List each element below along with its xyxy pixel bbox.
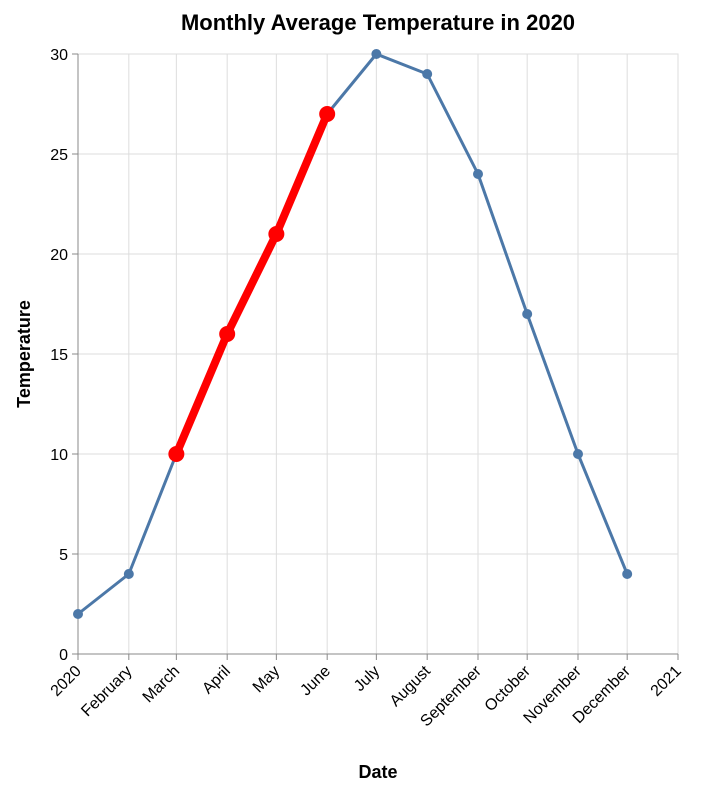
highlight-point — [268, 226, 285, 242]
series-line — [76, 52, 629, 616]
x-tick-label: May — [250, 663, 283, 696]
series — [73, 49, 633, 619]
x-tick-label: March — [140, 663, 183, 706]
y-tick-label: 30 — [50, 47, 68, 64]
y-tick-label: 15 — [50, 347, 68, 364]
x-tick-label: August — [387, 662, 435, 710]
y-axis-title: Temperature — [14, 300, 34, 408]
x-tick-label: July — [351, 663, 383, 695]
highlight-point — [219, 326, 236, 342]
data-point — [123, 569, 134, 579]
data-point — [371, 49, 382, 59]
gridlines — [77, 53, 679, 655]
y-tick-label: 0 — [59, 647, 68, 664]
x-tick-label: February — [78, 663, 135, 720]
highlight-line — [172, 110, 332, 458]
y-tick-label: 5 — [59, 547, 68, 564]
x-tick-label: 2020 — [48, 663, 85, 700]
data-point — [522, 309, 533, 319]
y-tick-label: 10 — [50, 447, 68, 464]
data-point — [573, 449, 583, 459]
data-point — [622, 569, 633, 579]
highlight-point — [168, 446, 185, 462]
temperature-series — [73, 49, 633, 619]
y-tick-label: 20 — [50, 247, 68, 264]
highlight-point — [319, 106, 336, 122]
x-tick-label: 2021 — [648, 663, 685, 700]
data-point — [73, 609, 83, 619]
y-tick-label: 25 — [50, 147, 68, 164]
chart-title: Monthly Average Temperature in 2020 — [181, 10, 575, 35]
highlight-series — [168, 106, 336, 462]
data-point — [473, 169, 483, 179]
x-tick-label: April — [199, 663, 234, 698]
data-point — [422, 69, 433, 79]
x-axis-title: Date — [358, 762, 397, 782]
x-tick-label: October — [482, 662, 535, 715]
x-tick-label: June — [297, 663, 334, 700]
